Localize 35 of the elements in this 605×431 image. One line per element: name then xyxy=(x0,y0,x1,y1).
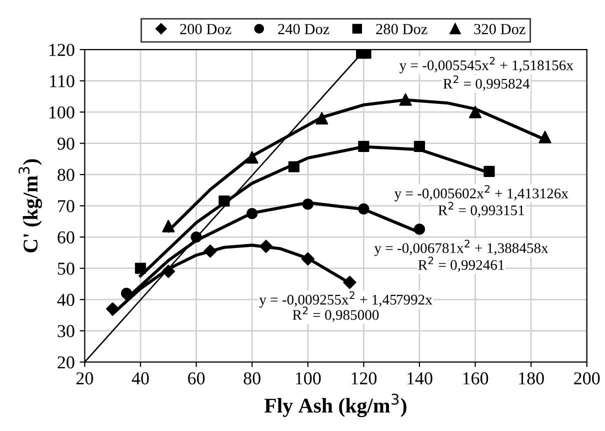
x-tick-label: 140 xyxy=(408,372,432,384)
x-tick-label: 60 xyxy=(188,372,205,384)
x-tick-label: 100 xyxy=(296,372,321,384)
annotation: y = -0,005602x$^{2}$ + 1,413126x xyxy=(394,185,568,202)
annotation: y = -0,009255x$^{2}$ + 1,457992x xyxy=(259,291,432,308)
legend-label: 320 Doz xyxy=(474,24,526,34)
annotation: R$^{2}$ = 0,985000 xyxy=(292,306,379,322)
y-tick-label: 80 xyxy=(58,168,74,181)
annotation: y = -0,005545x$^{2}$ + 1,518156x xyxy=(399,56,574,74)
x-tick-label: 200 xyxy=(574,372,600,384)
y-tick-label: 20 xyxy=(58,356,74,368)
y-tick-label: 70 xyxy=(58,200,74,212)
x-tick-label: 40 xyxy=(132,372,149,384)
legend-label: 240 Doz xyxy=(278,24,330,34)
annotation: y = -0,006781x$^{2}$ + 1,388458x xyxy=(374,240,548,256)
x-tick-label: 180 xyxy=(519,372,544,384)
x-tick-label: 20 xyxy=(76,372,94,384)
y-tick-label: 120 xyxy=(49,44,74,56)
y-tick-label: 90 xyxy=(58,138,74,150)
y-tick-label: 40 xyxy=(57,294,74,306)
x-axis-title: Fly Ash (kg/m$^{3}$) xyxy=(264,394,406,418)
y-tick-label: 60 xyxy=(58,231,74,244)
y-tick-label: 30 xyxy=(58,325,74,338)
legend-label: 280 Doz xyxy=(376,24,428,34)
annotation: R$^{2}$ = 0,995824 xyxy=(443,75,530,91)
y-tick-label: 110 xyxy=(50,75,74,88)
y-axis-title: C' (kg/m$^{3}$) xyxy=(18,159,42,252)
annotation: R$^{2}$ = 0,993151 xyxy=(438,202,524,218)
y-tick-label: 50 xyxy=(58,262,74,275)
legend-label: 200 Doz xyxy=(180,24,232,34)
annotation: R$^{2}$ = 0,992461 xyxy=(418,256,504,272)
x-tick-label: 80 xyxy=(244,372,260,384)
y-tick-label: 100 xyxy=(49,106,74,118)
x-tick-label: 120 xyxy=(352,372,377,384)
x-tick-label: 160 xyxy=(463,372,488,384)
